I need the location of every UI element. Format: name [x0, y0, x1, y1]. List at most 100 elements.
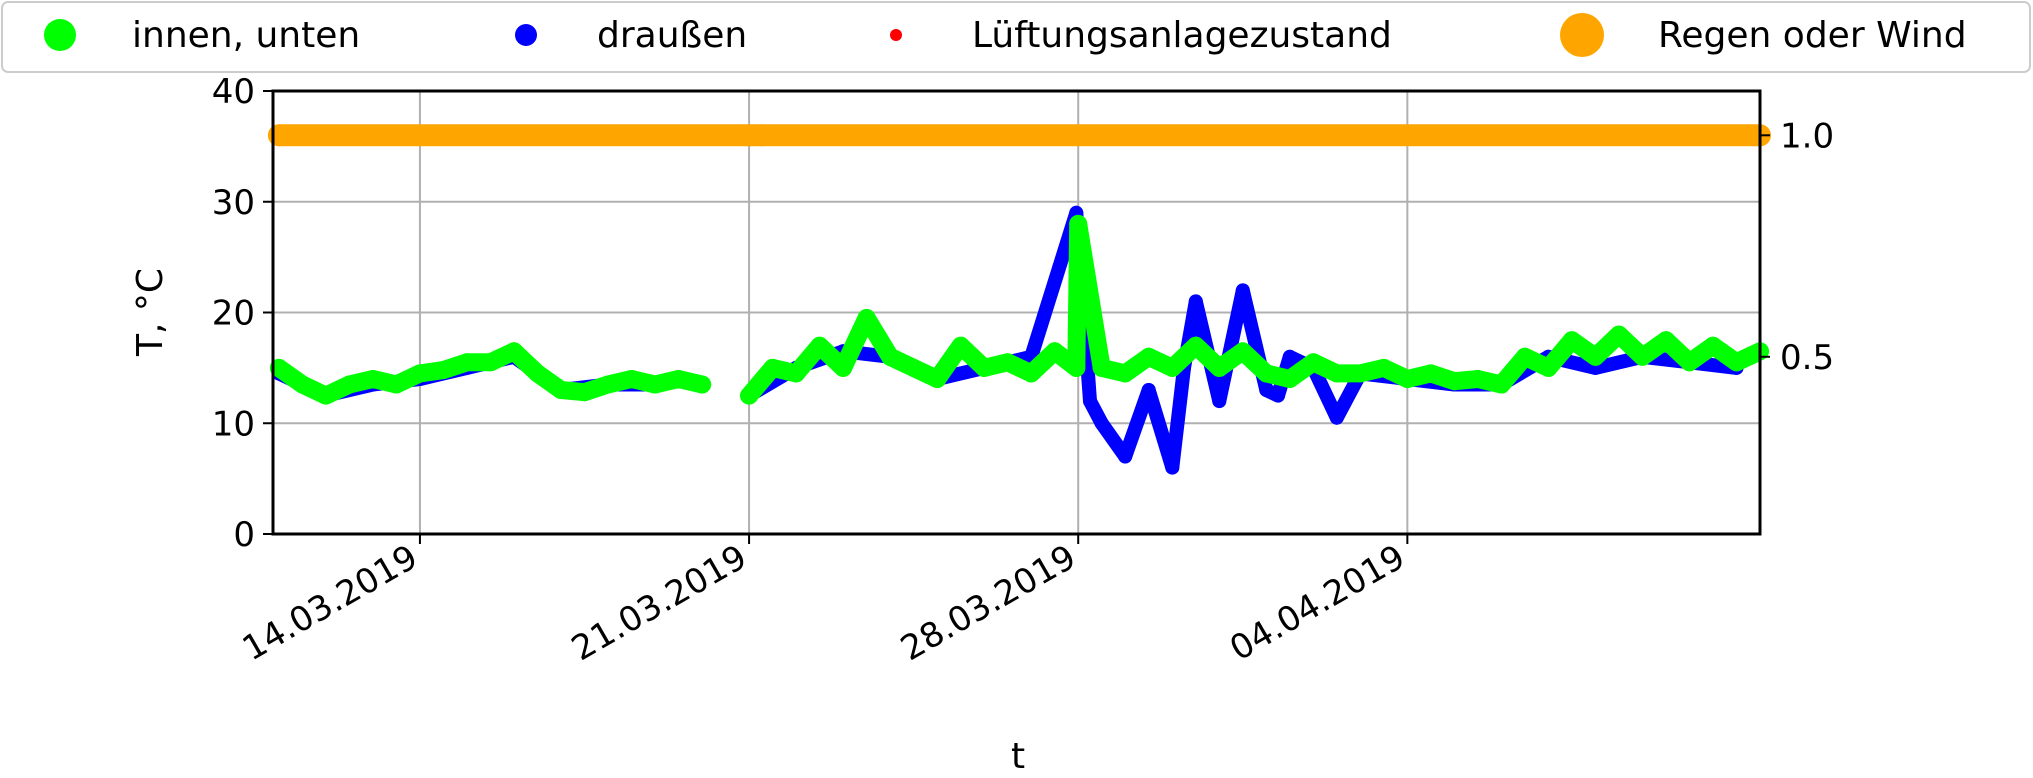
series-0-point	[857, 309, 876, 327]
series-0-point	[458, 353, 476, 372]
x-tick-label: 21.03.2019	[565, 537, 754, 669]
series-0-point	[1116, 364, 1135, 383]
series-0-point	[434, 361, 453, 380]
series-0-point	[1633, 347, 1652, 366]
series-0-point	[834, 358, 853, 377]
series-0-point	[1586, 347, 1605, 366]
legend-marker-lueftung	[890, 29, 902, 41]
x-tick-label: 14.03.2019	[236, 537, 425, 669]
series-1-point	[1329, 410, 1344, 425]
series-0-point	[622, 370, 641, 388]
x-axis: 14.03.2019 21.03.2019 28.03.2019 04.04.2019	[236, 534, 1412, 669]
series-0-point	[1304, 353, 1323, 372]
series-0-point	[363, 370, 382, 388]
legend-marker-regen	[1560, 13, 1604, 57]
series-1-trace	[742, 205, 1744, 475]
series-0-point	[340, 375, 359, 394]
series-0-point	[1210, 358, 1229, 377]
series-0-point	[387, 375, 406, 394]
grid	[273, 90, 1760, 535]
series-0-point	[575, 383, 594, 402]
series-0-point	[1022, 364, 1041, 383]
series-0-point	[1327, 364, 1346, 383]
legend-label-lueftung: Lüftungsanlagezustand	[972, 15, 1392, 56]
series-1-point	[1212, 394, 1227, 409]
series-0-point	[1139, 347, 1158, 366]
series-0-point	[1374, 358, 1393, 377]
series-0-point	[1445, 372, 1464, 391]
legend-marker-draussen	[515, 24, 537, 46]
series-0-point	[810, 336, 829, 355]
series-0-point	[1186, 336, 1205, 355]
series-1-point	[1118, 449, 1133, 464]
series-0-point	[998, 353, 1017, 372]
series-0-point	[1067, 358, 1086, 377]
series-0-point	[1680, 353, 1699, 372]
series-0-point	[787, 364, 806, 383]
series-0-point	[693, 375, 712, 394]
series-0-point	[1163, 358, 1182, 377]
series-1-point	[1083, 394, 1097, 409]
plot-area	[267, 124, 1771, 475]
series-0-point	[316, 386, 335, 405]
series-0-point	[669, 370, 688, 388]
series-0-point	[1704, 336, 1722, 355]
series-0-point	[1233, 342, 1252, 361]
series-0-point	[1421, 364, 1440, 383]
series-1-point	[1271, 388, 1285, 403]
series-0-point	[763, 358, 782, 377]
series-0-point	[951, 336, 970, 355]
series-0-point	[646, 375, 664, 394]
y-axis-right: 0.5 1.0	[1760, 116, 1834, 378]
series-0-point	[505, 342, 523, 361]
legend: innen, unten draußen Lüftungsanlagezusta…	[1, 1, 2031, 73]
legend-frame	[1, 1, 2031, 73]
series-1-point	[1141, 383, 1156, 397]
y-tick-label: 20	[212, 294, 255, 334]
series-0-point	[1492, 375, 1511, 394]
series-0-point	[552, 381, 570, 399]
series-1-point	[1094, 416, 1109, 431]
legend-label-innen: innen, unten	[132, 15, 360, 56]
series-0-point	[975, 358, 994, 377]
series-0-point	[1398, 370, 1417, 388]
x-tick-label: 28.03.2019	[894, 537, 1083, 669]
series-0-point	[881, 347, 900, 366]
y-axis-left: 0 10 20 30 40	[212, 72, 273, 555]
y-tick-label: 10	[212, 404, 255, 444]
series-1-point	[1188, 294, 1203, 309]
series-0-point	[528, 364, 547, 383]
series-0-point	[928, 370, 947, 388]
series-0-point	[1351, 364, 1370, 383]
series-1-point	[1259, 383, 1274, 397]
legend-label-regen: Regen oder Wind	[1658, 15, 1967, 56]
y-tick-label: 40	[212, 72, 255, 112]
y-axis-label: T, °C	[130, 268, 171, 357]
series-3-point	[749, 124, 772, 147]
series-0-point	[1657, 331, 1675, 350]
series-0-point	[1257, 364, 1276, 383]
series-1-point	[1282, 349, 1297, 364]
series-0-point	[1515, 347, 1534, 366]
series-0-point	[293, 375, 312, 394]
x-axis-label: t	[1011, 736, 1025, 777]
x-tick-label: 04.04.2019	[1223, 537, 1412, 669]
y-tick-label: 30	[212, 183, 255, 223]
legend-label-draussen: draußen	[597, 15, 747, 56]
series-0-point	[904, 358, 923, 377]
y-tick-label: 0	[233, 515, 255, 555]
series-0-point	[1045, 342, 1064, 361]
series-3-point	[267, 124, 290, 147]
series-0-point	[740, 386, 759, 405]
series-0-point	[410, 364, 429, 383]
series-0-point	[1539, 358, 1558, 377]
series-0-point	[599, 375, 617, 394]
series-1-point	[1165, 460, 1180, 475]
series-0-point	[1562, 331, 1581, 350]
y2-tick-label: 0.5	[1780, 338, 1834, 378]
series-0-point	[1092, 358, 1111, 377]
series-1-point	[1235, 283, 1250, 298]
series-0-point	[1727, 353, 1746, 372]
series-0-point	[481, 353, 500, 372]
